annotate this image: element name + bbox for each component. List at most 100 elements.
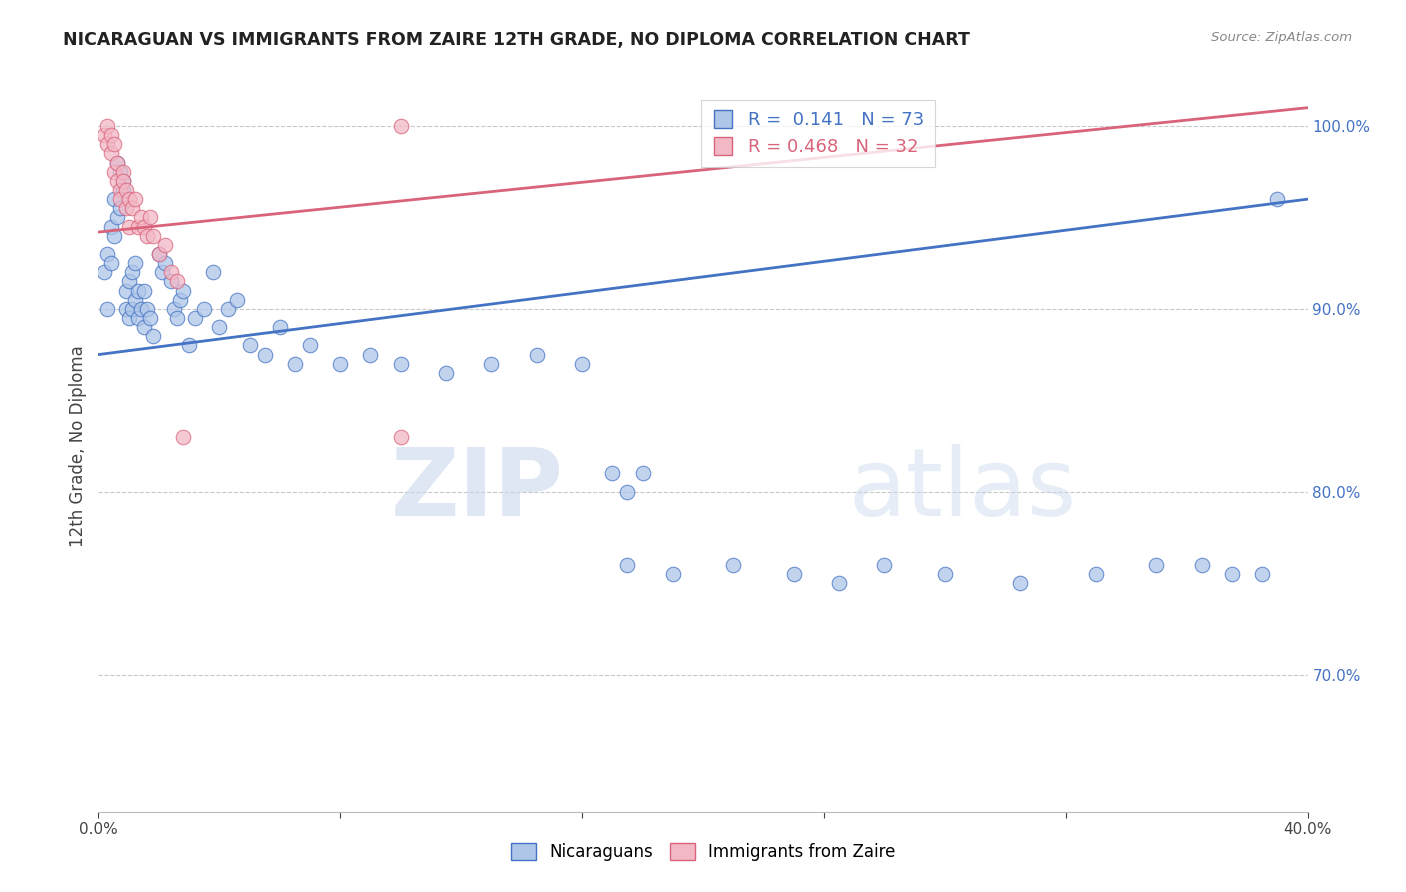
Y-axis label: 12th Grade, No Diploma: 12th Grade, No Diploma bbox=[69, 345, 87, 547]
Point bbox=[108, 183, 131, 197]
Point bbox=[105, 155, 128, 169]
Point bbox=[329, 357, 352, 371]
Point bbox=[172, 284, 194, 298]
Point bbox=[481, 357, 503, 371]
Point bbox=[163, 301, 186, 316]
Point bbox=[160, 265, 183, 279]
Point bbox=[389, 430, 412, 444]
Point bbox=[100, 128, 122, 142]
Point bbox=[934, 567, 956, 582]
Point bbox=[108, 192, 131, 206]
Point bbox=[100, 256, 122, 270]
Point bbox=[100, 219, 122, 234]
Point bbox=[616, 558, 638, 572]
Point bbox=[111, 183, 134, 197]
Point bbox=[124, 256, 146, 270]
Text: atlas: atlas bbox=[848, 444, 1077, 536]
Point bbox=[103, 137, 125, 152]
Point bbox=[184, 310, 207, 325]
Point bbox=[217, 301, 239, 316]
Point bbox=[111, 174, 134, 188]
Point bbox=[153, 256, 176, 270]
Point bbox=[783, 567, 806, 582]
Point bbox=[121, 265, 143, 279]
Point bbox=[118, 274, 141, 288]
Point bbox=[202, 265, 225, 279]
Point bbox=[93, 265, 115, 279]
Point bbox=[661, 567, 683, 582]
Point bbox=[124, 192, 146, 206]
Point bbox=[105, 174, 128, 188]
Point bbox=[253, 347, 276, 362]
Point bbox=[160, 274, 183, 288]
Point bbox=[1251, 567, 1274, 582]
Point bbox=[148, 247, 170, 261]
Point bbox=[105, 211, 128, 225]
Point bbox=[105, 155, 128, 169]
Point bbox=[93, 128, 115, 142]
Point bbox=[127, 219, 149, 234]
Point bbox=[150, 265, 173, 279]
Point bbox=[148, 247, 170, 261]
Point bbox=[127, 310, 149, 325]
Point bbox=[153, 237, 176, 252]
Legend: Nicaraguans, Immigrants from Zaire: Nicaraguans, Immigrants from Zaire bbox=[505, 836, 901, 868]
Text: Source: ZipAtlas.com: Source: ZipAtlas.com bbox=[1212, 31, 1353, 45]
Point bbox=[142, 228, 165, 243]
Point bbox=[114, 183, 136, 197]
Point bbox=[118, 192, 141, 206]
Legend: R =  0.141   N = 73, R = 0.468   N = 32: R = 0.141 N = 73, R = 0.468 N = 32 bbox=[700, 100, 935, 167]
Point bbox=[239, 338, 262, 352]
Point bbox=[1267, 192, 1289, 206]
Text: NICARAGUAN VS IMMIGRANTS FROM ZAIRE 12TH GRADE, NO DIPLOMA CORRELATION CHART: NICARAGUAN VS IMMIGRANTS FROM ZAIRE 12TH… bbox=[63, 31, 970, 49]
Point bbox=[360, 347, 382, 362]
Point bbox=[111, 164, 134, 178]
Point bbox=[193, 301, 215, 316]
Point bbox=[118, 310, 141, 325]
Point bbox=[389, 119, 412, 133]
Point bbox=[100, 146, 122, 161]
Point bbox=[139, 310, 162, 325]
Point bbox=[139, 211, 162, 225]
Point bbox=[114, 301, 136, 316]
Point bbox=[873, 558, 896, 572]
Text: ZIP: ZIP bbox=[391, 444, 564, 536]
Point bbox=[96, 119, 118, 133]
Point bbox=[1220, 567, 1243, 582]
Point bbox=[299, 338, 322, 352]
Point bbox=[616, 484, 638, 499]
Point bbox=[1191, 558, 1213, 572]
Point bbox=[284, 357, 307, 371]
Point bbox=[121, 201, 143, 215]
Point bbox=[132, 219, 155, 234]
Point bbox=[108, 164, 131, 178]
Point bbox=[135, 301, 157, 316]
Point bbox=[108, 201, 131, 215]
Point bbox=[389, 357, 412, 371]
Point bbox=[127, 284, 149, 298]
Point bbox=[226, 293, 249, 307]
Point bbox=[114, 284, 136, 298]
Point bbox=[96, 137, 118, 152]
Point bbox=[172, 430, 194, 444]
Point bbox=[166, 274, 188, 288]
Point bbox=[129, 301, 152, 316]
Point bbox=[179, 338, 201, 352]
Point bbox=[111, 174, 134, 188]
Point bbox=[103, 228, 125, 243]
Point bbox=[1144, 558, 1167, 572]
Point bbox=[208, 320, 231, 334]
Point bbox=[828, 576, 851, 591]
Point bbox=[129, 211, 152, 225]
Point bbox=[166, 310, 188, 325]
Point bbox=[723, 558, 745, 572]
Point bbox=[169, 293, 191, 307]
Point bbox=[124, 293, 146, 307]
Point bbox=[434, 366, 457, 380]
Point bbox=[96, 247, 118, 261]
Point bbox=[602, 467, 624, 481]
Point bbox=[135, 228, 157, 243]
Point bbox=[1010, 576, 1032, 591]
Point bbox=[114, 201, 136, 215]
Point bbox=[118, 219, 141, 234]
